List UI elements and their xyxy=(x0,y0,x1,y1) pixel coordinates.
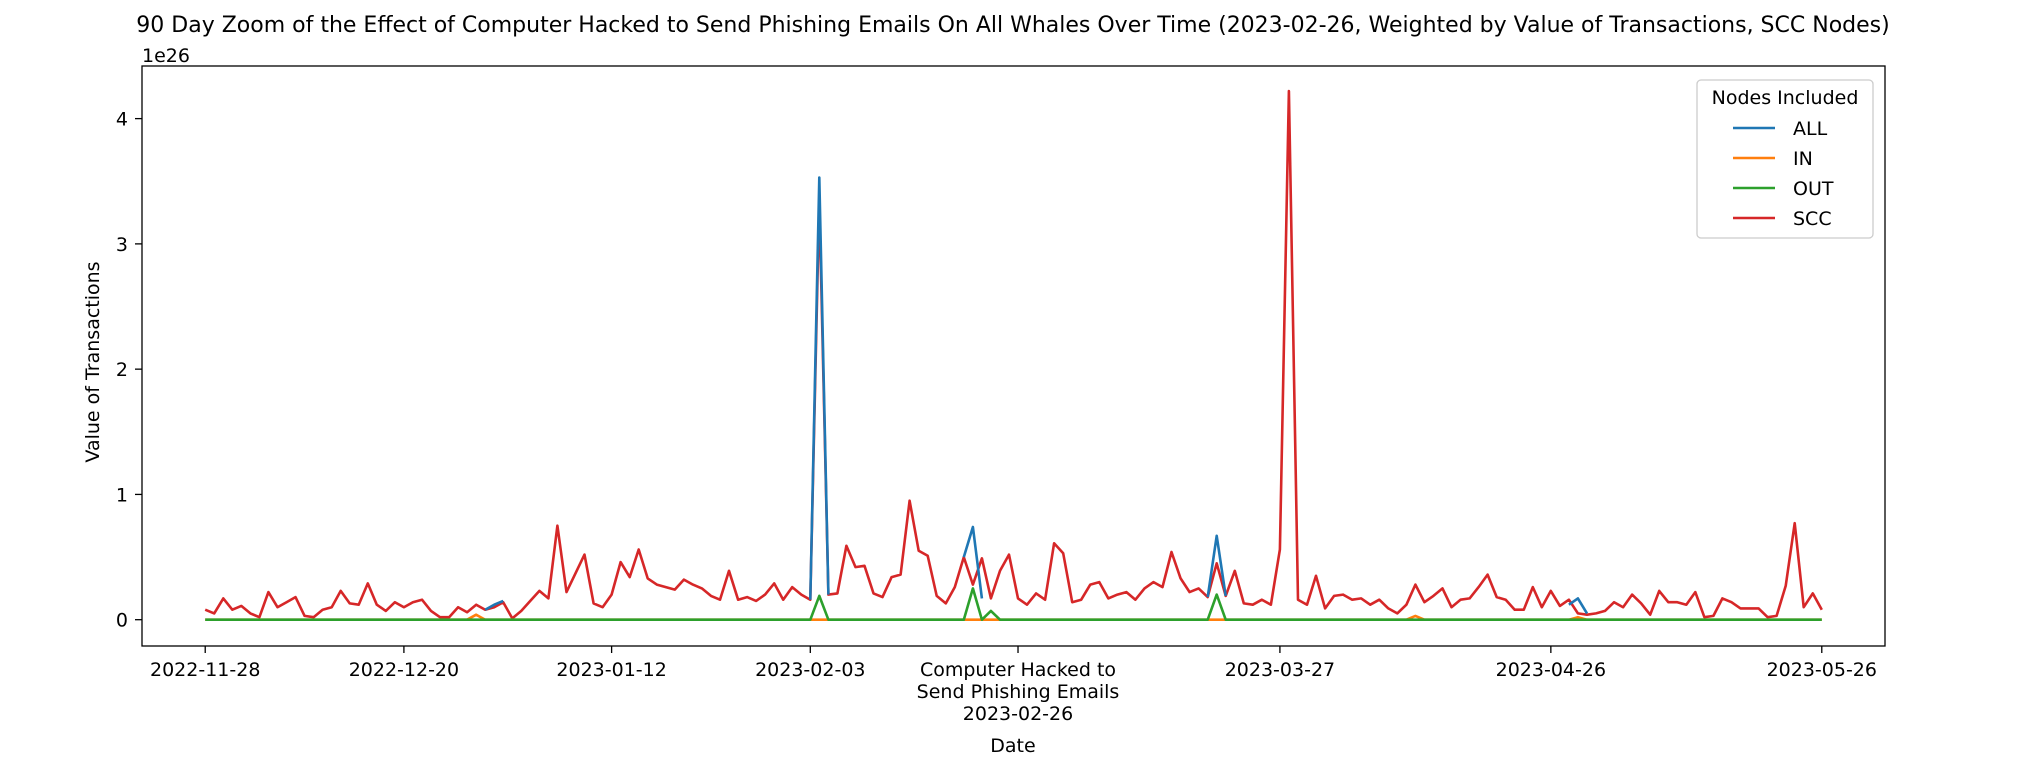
legend-title: Nodes Included xyxy=(1712,87,1859,109)
legend-label-scc: SCC xyxy=(1793,208,1832,230)
x-tick-label: 2022-11-28 xyxy=(150,659,260,681)
x-tick-label: 2023-03-27 xyxy=(1225,659,1335,681)
y-tick-label: 4 xyxy=(116,109,128,131)
y-tick-label: 0 xyxy=(116,610,128,632)
event-tick-label: Send Phishing Emails xyxy=(917,681,1120,703)
axis-ticks: 2022-11-28 2022-12-20 2023-01-12 2023-02-03… xyxy=(116,109,1877,725)
x-tick-label: 2023-01-12 xyxy=(556,659,666,681)
series-line-all xyxy=(484,599,504,611)
x-tick-label: 2023-04-26 xyxy=(1496,659,1606,681)
series-line-all xyxy=(1568,597,1589,615)
legend-label-all: ALL xyxy=(1793,118,1828,140)
event-tick-label: Computer Hacked to xyxy=(920,659,1116,681)
plot-frame xyxy=(141,65,1886,647)
event-tick-label: 2023-02-26 xyxy=(963,703,1073,725)
legend: Nodes Included ALL IN OUT SCC xyxy=(1696,79,1874,239)
y-multiplier-label: 1e26 xyxy=(142,45,190,67)
series-line-in xyxy=(205,613,1822,622)
y-tick-label: 1 xyxy=(116,484,128,506)
y-axis-label: Value of Transactions xyxy=(82,261,104,462)
series-line-all xyxy=(809,176,830,600)
y-tick-label: 3 xyxy=(116,234,128,256)
series-line-all xyxy=(962,525,984,599)
series-line-out xyxy=(205,587,1822,622)
x-tick-label: 2022-12-20 xyxy=(349,659,459,681)
legend-label-out: OUT xyxy=(1793,178,1834,200)
legend-label-in: IN xyxy=(1793,148,1813,170)
x-axis-label: Date xyxy=(990,735,1035,757)
series-line-scc xyxy=(204,89,1823,620)
x-tick-label: 2023-02-03 xyxy=(755,659,865,681)
series-lines xyxy=(204,89,1823,622)
y-tick-label: 2 xyxy=(116,359,128,381)
series-line-all xyxy=(1206,534,1227,598)
x-tick-label: 2023-05-26 xyxy=(1767,659,1877,681)
chart-title: 90 Day Zoom of the Effect of Computer Ha… xyxy=(136,13,1889,38)
legend-box xyxy=(1696,79,1874,239)
plot-area: 2022-11-28 2022-12-20 2023-01-12 2023-02-03… xyxy=(116,65,1886,725)
